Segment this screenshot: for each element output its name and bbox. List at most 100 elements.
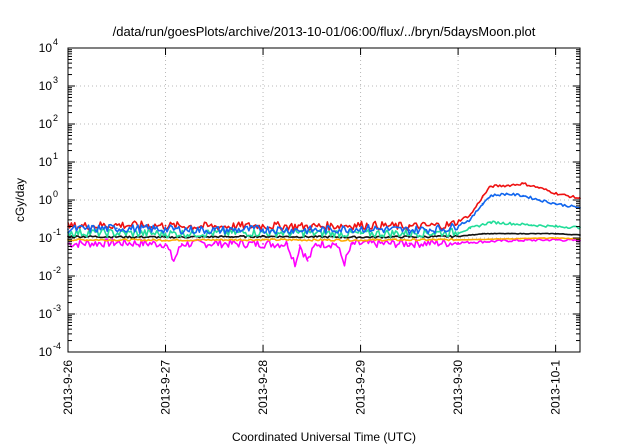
data-point (262, 243, 264, 245)
data-point (262, 228, 264, 231)
data-point (298, 244, 301, 247)
data-point (469, 214, 472, 217)
y-tick-exponent: -3 (53, 303, 61, 313)
x-tick-label: 2013-9-29 (354, 360, 368, 415)
x-tick-labels: 2013-9-26 2013-9-27 2013-9-28 2013-9-29 2013… (61, 360, 563, 415)
data-point (489, 194, 492, 197)
x-tick-label: 2013-9-28 (256, 360, 270, 415)
data-point (262, 235, 264, 238)
y-tick-label: 10 (39, 155, 53, 169)
data-point (262, 224, 264, 227)
data-point (310, 229, 313, 232)
data-point (408, 242, 411, 245)
data-point (554, 237, 557, 239)
data-point (115, 227, 118, 230)
data-point (530, 224, 533, 226)
x-tick-label: 2013-9-30 (451, 360, 465, 415)
y-tick-label: 10 (39, 117, 53, 131)
y-tick-exponent: 1 (53, 151, 58, 161)
series-line (67, 238, 581, 268)
data-point (294, 263, 297, 266)
data-point (481, 196, 484, 198)
data-point (538, 199, 541, 201)
data-point (554, 192, 557, 195)
x-tick-label: 2013-9-27 (159, 360, 173, 415)
data-point (115, 241, 118, 244)
data-point (180, 243, 183, 245)
data-point (554, 202, 557, 205)
data-point (359, 232, 362, 235)
grid (68, 48, 580, 352)
series-line (67, 192, 581, 235)
y-tick-label: 10 (39, 307, 53, 321)
data-point (343, 262, 346, 264)
chart-title: /data/run/goesPlots/archive/2013-10-01/0… (113, 24, 536, 39)
data-point (457, 231, 459, 234)
data-point (172, 260, 175, 262)
series-line (67, 237, 580, 242)
data-point (506, 184, 508, 187)
data-point (449, 227, 451, 230)
data-point (457, 235, 459, 238)
data-point (115, 224, 118, 226)
data-point (554, 225, 557, 228)
y-tick-exponent: -1 (53, 227, 61, 237)
y-tick-label: 10 (39, 79, 53, 93)
data-point (554, 232, 557, 235)
y-tick-label: 10 (39, 41, 53, 55)
data-point (359, 239, 362, 242)
data-point (481, 232, 484, 235)
data-point (359, 236, 362, 239)
data-point (262, 238, 264, 241)
data-point (359, 227, 362, 230)
data-point (554, 238, 557, 241)
y-tick-exponent: -4 (53, 341, 61, 351)
data-point (489, 185, 492, 188)
y-axis-label: cGy/day (13, 178, 27, 222)
data-point (449, 224, 451, 226)
data-point (538, 186, 541, 189)
data-point (164, 224, 167, 227)
data-point (213, 225, 216, 228)
y-tick-exponent: 4 (53, 37, 58, 47)
data-point (469, 227, 472, 230)
x-axis-label: Coordinated Universal Time (UTC) (232, 430, 416, 444)
data-point (506, 193, 508, 195)
data-point (489, 221, 492, 224)
data-point (506, 239, 508, 242)
data-point (213, 242, 216, 245)
series-line (67, 220, 581, 239)
y-tick-exponent: -2 (53, 265, 61, 275)
x-tick-label: 2013-10-1 (549, 360, 563, 415)
data-point (164, 243, 167, 245)
x-tick-label: 2013-9-26 (61, 360, 75, 415)
y-tick-label: 10 (39, 193, 53, 207)
data-point (213, 229, 216, 232)
data-point (351, 243, 354, 245)
data-point (286, 243, 289, 245)
data-point (164, 239, 167, 242)
data-point (408, 229, 411, 232)
ticks (67, 47, 580, 353)
y-tick-exponent: 0 (53, 189, 58, 199)
data-point (481, 202, 484, 205)
y-tick-exponent: 2 (53, 113, 58, 123)
y-tick-label: 10 (39, 231, 53, 245)
data-point (335, 243, 338, 245)
data-point (469, 219, 472, 221)
data-point (164, 228, 167, 231)
y-tick-exponent: 3 (53, 75, 58, 85)
data-point (522, 182, 524, 185)
data-point (315, 243, 317, 245)
data-point (522, 194, 524, 197)
data-point (164, 232, 167, 235)
data-point (457, 241, 459, 244)
series-line (67, 232, 581, 239)
data-point (359, 224, 362, 226)
y-tick-label: 10 (39, 345, 53, 359)
data-point (408, 225, 411, 228)
series-layer (67, 182, 581, 268)
data-point (306, 260, 309, 262)
